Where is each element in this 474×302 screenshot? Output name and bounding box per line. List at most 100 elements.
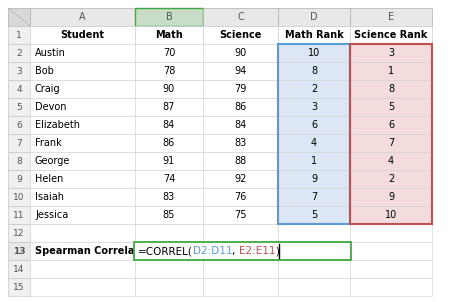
Bar — [135, 80, 203, 98]
Bar — [350, 80, 432, 98]
Bar — [135, 62, 203, 80]
Bar — [350, 224, 432, 242]
Text: George: George — [35, 156, 70, 166]
Text: 11: 11 — [13, 210, 25, 220]
Bar — [8, 278, 30, 296]
Bar — [135, 170, 203, 188]
Text: 6: 6 — [388, 120, 394, 130]
Text: 3: 3 — [16, 66, 22, 76]
Bar — [203, 170, 278, 188]
Text: 7: 7 — [388, 138, 394, 148]
Bar — [350, 98, 432, 116]
Bar — [278, 134, 350, 152]
Text: 13: 13 — [13, 246, 25, 255]
Text: 5: 5 — [311, 210, 317, 220]
Text: Spearman Correlation:: Spearman Correlation: — [35, 246, 160, 256]
Bar — [203, 206, 278, 224]
Bar — [30, 116, 135, 134]
Text: Math Rank: Math Rank — [284, 30, 343, 40]
Text: 76: 76 — [234, 192, 246, 202]
Text: 70: 70 — [163, 48, 175, 58]
Text: A: A — [79, 12, 86, 22]
Bar — [30, 8, 135, 26]
Text: 8: 8 — [311, 66, 317, 76]
Bar — [8, 170, 30, 188]
Text: 7: 7 — [311, 192, 317, 202]
Bar — [278, 80, 350, 98]
Bar — [278, 26, 350, 44]
Bar — [203, 80, 278, 98]
Bar — [30, 26, 135, 44]
Bar — [350, 62, 432, 80]
Text: Jessica: Jessica — [35, 210, 68, 220]
Text: 3: 3 — [311, 102, 317, 112]
Bar — [278, 224, 350, 242]
Bar — [8, 242, 30, 260]
Text: 86: 86 — [234, 102, 246, 112]
Text: 14: 14 — [13, 265, 25, 274]
Text: 83: 83 — [234, 138, 246, 148]
Bar — [135, 278, 203, 296]
Text: 84: 84 — [234, 120, 246, 130]
Text: 6: 6 — [311, 120, 317, 130]
Text: D2:D11: D2:D11 — [193, 246, 232, 256]
Text: 90: 90 — [234, 48, 246, 58]
Text: 10: 10 — [308, 48, 320, 58]
Text: 5: 5 — [388, 102, 394, 112]
Text: Isaiah: Isaiah — [35, 192, 64, 202]
Text: B: B — [165, 12, 173, 22]
Bar — [350, 206, 432, 224]
Bar — [350, 26, 432, 44]
Bar — [278, 152, 350, 170]
Bar — [30, 206, 135, 224]
Bar — [203, 242, 278, 260]
Bar — [203, 8, 278, 26]
Bar — [203, 188, 278, 206]
Text: 8: 8 — [388, 84, 394, 94]
Bar — [203, 278, 278, 296]
Bar — [203, 134, 278, 152]
Text: Helen: Helen — [35, 174, 64, 184]
Text: 1: 1 — [311, 156, 317, 166]
Text: 9: 9 — [388, 192, 394, 202]
Bar — [135, 188, 203, 206]
Text: Craig: Craig — [35, 84, 61, 94]
Bar — [278, 8, 350, 26]
Text: 78: 78 — [163, 66, 175, 76]
Bar — [135, 44, 203, 62]
Bar — [30, 170, 135, 188]
Text: Elizabeth: Elizabeth — [35, 120, 80, 130]
Bar — [203, 62, 278, 80]
Bar — [278, 62, 350, 80]
Bar — [278, 44, 350, 62]
Text: 85: 85 — [163, 210, 175, 220]
Text: 2: 2 — [388, 174, 394, 184]
Bar — [203, 152, 278, 170]
Text: 1: 1 — [388, 66, 394, 76]
Text: 4: 4 — [311, 138, 317, 148]
Text: Science: Science — [219, 30, 262, 40]
Bar — [8, 8, 30, 26]
Bar — [203, 98, 278, 116]
Text: =CORREL(: =CORREL( — [138, 246, 193, 256]
Text: 9: 9 — [16, 175, 22, 184]
Text: 90: 90 — [163, 84, 175, 94]
Bar — [8, 134, 30, 152]
Bar — [278, 44, 350, 224]
Bar — [134, 242, 351, 260]
Text: E2:E11: E2:E11 — [239, 246, 275, 256]
Text: 79: 79 — [234, 84, 246, 94]
Bar — [278, 242, 350, 260]
Bar — [30, 98, 135, 116]
Bar — [30, 260, 135, 278]
Bar — [278, 206, 350, 224]
Bar — [135, 134, 203, 152]
Bar — [135, 152, 203, 170]
Bar — [278, 278, 350, 296]
Bar — [203, 116, 278, 134]
Bar — [135, 98, 203, 116]
Text: 84: 84 — [163, 120, 175, 130]
Text: 7: 7 — [16, 139, 22, 147]
Text: Math: Math — [155, 30, 183, 40]
Text: 8: 8 — [16, 156, 22, 165]
